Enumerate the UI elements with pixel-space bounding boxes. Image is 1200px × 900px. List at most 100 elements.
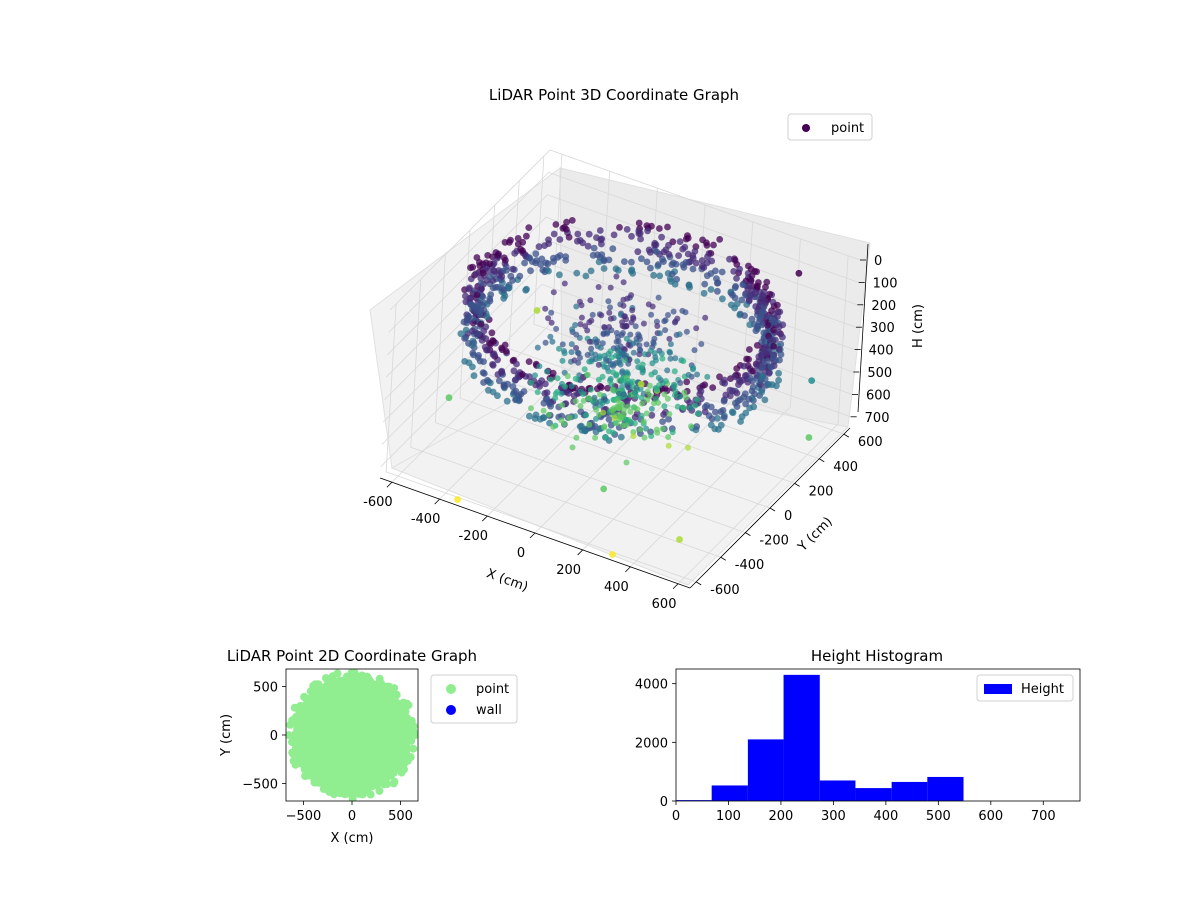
point-3d <box>581 366 588 373</box>
point-3d <box>598 240 605 248</box>
point-3d <box>699 262 706 270</box>
histogram-y-tick-label: 0 <box>660 795 668 810</box>
point-3d <box>770 326 778 334</box>
point-3d <box>596 353 603 360</box>
point-3d <box>660 248 668 256</box>
point-3d <box>598 235 606 243</box>
point-3d <box>606 309 613 316</box>
legend-marker-point <box>802 124 810 132</box>
point-3d <box>605 298 612 305</box>
point-3d <box>739 376 746 384</box>
z-tick-label-3d: 300 <box>870 321 895 336</box>
point-3d <box>637 426 644 433</box>
point-3d <box>628 267 635 275</box>
point-3d <box>561 350 568 357</box>
point-3d <box>741 390 749 398</box>
point-2d <box>290 736 298 745</box>
point-2d <box>403 756 412 765</box>
point-3d <box>486 273 494 281</box>
point-3d <box>590 244 598 252</box>
histogram-x-tick-label: 700 <box>1031 809 1056 824</box>
point-3d <box>556 236 564 243</box>
point-3d <box>779 333 786 341</box>
point-3d <box>644 227 651 235</box>
point-3d <box>609 386 616 393</box>
point-3d <box>516 272 524 280</box>
point-3d <box>733 260 741 268</box>
histogram-x-tick-label: 300 <box>821 809 846 824</box>
point-3d <box>685 444 691 451</box>
point-3d <box>628 292 635 299</box>
point-3d <box>676 331 683 338</box>
point-3d <box>664 367 671 374</box>
point-3d <box>469 302 477 310</box>
point-3d <box>655 294 662 301</box>
point-3d <box>550 230 558 238</box>
point-3d <box>672 392 678 399</box>
point-3d <box>620 279 627 286</box>
point-3d <box>707 286 715 293</box>
point-2d <box>306 687 315 696</box>
point-3d <box>526 254 534 262</box>
point-3d <box>709 384 717 391</box>
point-3d <box>656 272 664 280</box>
point-3d <box>583 412 590 419</box>
point-3d <box>704 373 711 380</box>
point-3d <box>584 371 591 378</box>
z-tick-label-3d: 0 <box>874 254 882 269</box>
point-3d <box>653 248 661 256</box>
point-3d <box>621 258 628 265</box>
histogram-bar <box>783 674 820 801</box>
point-3d <box>733 275 740 282</box>
point-3d <box>573 269 581 277</box>
point-3d <box>610 231 618 239</box>
point-3d <box>637 235 644 243</box>
legend-marker-height <box>984 684 1012 694</box>
point-3d <box>580 397 587 404</box>
point-3d <box>654 323 661 329</box>
z-axis-label-3d: H (cm) <box>911 304 926 348</box>
point-3d <box>576 237 584 244</box>
point-3d <box>516 396 523 404</box>
point-3d <box>569 326 576 333</box>
point-3d <box>748 287 756 294</box>
point-3d <box>741 312 748 319</box>
point-3d <box>586 338 593 345</box>
point-3d <box>674 315 681 322</box>
point-3d <box>775 329 783 336</box>
point-3d <box>512 376 519 383</box>
point-3d <box>504 380 511 388</box>
point-3d <box>713 275 720 282</box>
point-3d <box>575 359 582 366</box>
point-3d <box>519 371 526 378</box>
point-3d <box>690 365 697 371</box>
point-3d <box>682 235 690 243</box>
point-3d <box>581 427 589 435</box>
point-3d <box>577 377 584 384</box>
y-tick-label-3d: -200 <box>759 534 789 549</box>
point-3d <box>746 321 754 329</box>
point-3d <box>565 233 573 241</box>
histogram-bar <box>747 739 784 801</box>
point-2d <box>288 748 297 757</box>
point-3d <box>671 368 678 375</box>
point-3d <box>470 351 477 359</box>
point-3d <box>542 259 550 267</box>
point-3d <box>509 277 516 284</box>
point-3d <box>526 412 533 420</box>
point-3d <box>694 410 701 417</box>
point-3d <box>505 284 513 292</box>
histogram-x-tick-label: 600 <box>978 809 1003 824</box>
point-3d <box>616 390 622 397</box>
point-3d <box>569 444 576 451</box>
point-3d <box>552 390 559 397</box>
point-3d <box>593 406 600 413</box>
point-3d <box>632 389 638 396</box>
point-3d <box>462 326 470 334</box>
point-3d <box>554 375 561 382</box>
point-3d <box>658 350 665 357</box>
point-3d <box>623 323 630 330</box>
point-3d <box>679 245 687 253</box>
point-3d <box>662 327 669 334</box>
point-3d <box>480 306 488 314</box>
